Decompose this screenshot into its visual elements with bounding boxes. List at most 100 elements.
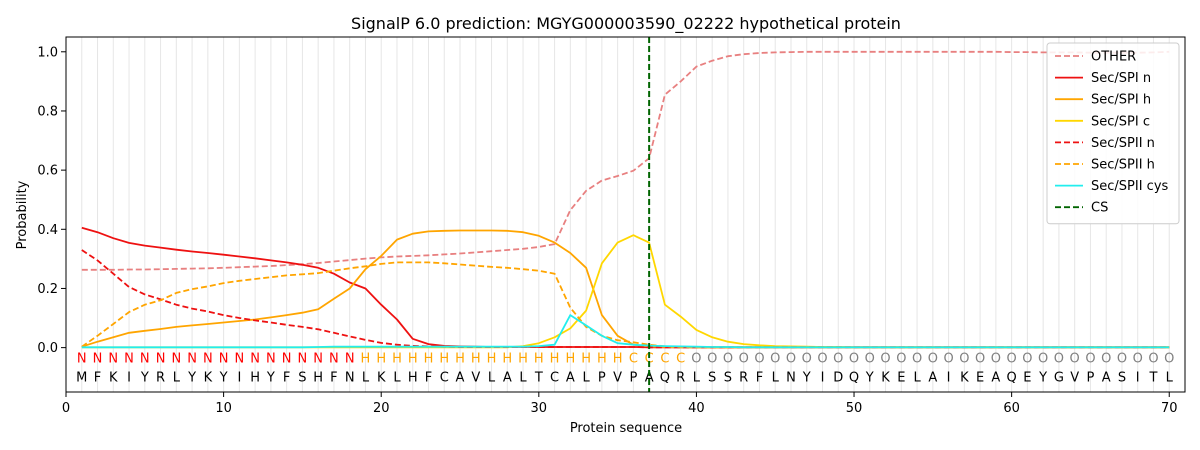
region-label: H: [565, 351, 575, 366]
region-label: N: [234, 351, 244, 366]
residue-label: I: [237, 371, 241, 386]
region-label: N: [124, 351, 134, 366]
legend: OTHER Sec/SPI n Sec/SPI h Sec/SPI c Sec/SPII…: [1046, 42, 1180, 225]
legend-box: [1046, 42, 1180, 225]
region-label: N: [219, 351, 229, 366]
series-sec-spii-n: [81, 249, 1170, 349]
region-label: N: [313, 351, 323, 366]
x-tick-label: 50: [846, 401, 863, 416]
residue-label: P: [1087, 371, 1095, 386]
residue-label: M: [76, 371, 87, 386]
region-label: O: [1022, 351, 1032, 366]
region-label: H: [392, 351, 402, 366]
residue-label: C: [550, 371, 559, 386]
residue-label: F: [330, 371, 337, 386]
residue-label: R: [676, 371, 685, 386]
residue-label: P: [629, 371, 637, 386]
region-label: H: [455, 351, 465, 366]
residue-label: I: [1136, 371, 1140, 386]
region-label: C: [660, 351, 669, 366]
y-tick-label: 0.6: [37, 164, 58, 179]
residue-label: V: [613, 371, 622, 386]
residue-label: F: [94, 371, 101, 386]
region-label: O: [880, 351, 890, 366]
residue-label: R: [739, 371, 748, 386]
region-label: O: [1085, 351, 1095, 366]
region-label: O: [975, 351, 985, 366]
residue-label: Y: [865, 371, 874, 386]
x-tick-label: 20: [373, 401, 390, 416]
region-label: O: [896, 351, 906, 366]
residue-label: A: [928, 371, 937, 386]
region-label: O: [707, 351, 717, 366]
grid: [81, 37, 1170, 392]
region-label: H: [581, 351, 591, 366]
residue-label: V: [1070, 371, 1079, 386]
sequence-track: NMNFNKNINYNRNLNYNKNYNINHNYNFNSNHNFNNHLHK…: [76, 351, 1174, 385]
residue-label: R: [156, 371, 165, 386]
region-label: O: [928, 351, 938, 366]
region-label: O: [691, 351, 701, 366]
region-label: H: [361, 351, 371, 366]
residue-label: A: [503, 371, 512, 386]
chart-title: SignalP 6.0 prediction: MGYG000003590_02…: [351, 14, 901, 34]
region-label: C: [676, 351, 685, 366]
region-label: N: [282, 351, 292, 366]
residue-label: T: [1149, 371, 1158, 386]
region-label: N: [298, 351, 308, 366]
residue-label: Y: [266, 371, 275, 386]
residue-label: Q: [849, 371, 859, 386]
residue-label: E: [897, 371, 905, 386]
region-label: O: [786, 351, 796, 366]
residue-label: L: [173, 371, 181, 386]
residue-label: S: [724, 371, 732, 386]
region-label: O: [802, 351, 812, 366]
residue-label: L: [1166, 371, 1174, 386]
region-label: N: [93, 351, 103, 366]
residue-label: H: [250, 371, 260, 386]
residue-label: T: [534, 371, 543, 386]
legend-entry: OTHER: [1091, 50, 1136, 65]
region-label: O: [739, 351, 749, 366]
region-label: O: [1070, 351, 1080, 366]
residue-label: A: [645, 371, 654, 386]
region-label: O: [833, 351, 843, 366]
residue-label: K: [377, 371, 386, 386]
y-tick-label: 0.8: [37, 104, 58, 119]
region-label: O: [1164, 351, 1174, 366]
residue-label: S: [1118, 371, 1126, 386]
residue-label: K: [109, 371, 118, 386]
legend-entry: Sec/SPI c: [1091, 114, 1150, 129]
residue-label: L: [913, 371, 921, 386]
residue-label: A: [566, 371, 575, 386]
residue-label: N: [345, 371, 355, 386]
region-label: H: [613, 351, 623, 366]
residue-label: Y: [187, 371, 196, 386]
region-label: O: [754, 351, 764, 366]
residue-label: V: [471, 371, 480, 386]
series-sec-spii-cys: [81, 314, 1170, 349]
legend-entry: CS: [1091, 201, 1108, 216]
residue-label: Q: [1007, 371, 1017, 386]
residue-label: L: [362, 371, 370, 386]
residue-label: L: [393, 371, 401, 386]
region-label: O: [723, 351, 733, 366]
x-tick-label: 40: [688, 401, 705, 416]
region-label: N: [266, 351, 276, 366]
residue-label: K: [960, 371, 969, 386]
residue-label: Q: [660, 371, 670, 386]
residue-label: C: [440, 371, 449, 386]
residue-label: H: [313, 371, 323, 386]
x-tick-label: 60: [1003, 401, 1020, 416]
residue-label: I: [947, 371, 951, 386]
residue-label: Y: [1038, 371, 1047, 386]
region-label: O: [943, 351, 953, 366]
region-label: O: [991, 351, 1001, 366]
region-label: N: [329, 351, 339, 366]
series-lines: [81, 37, 1170, 392]
region-label: N: [187, 351, 197, 366]
residue-label: N: [786, 371, 796, 386]
legend-entry: Sec/SPI h: [1091, 93, 1151, 108]
residue-label: L: [582, 371, 590, 386]
residue-label: L: [772, 371, 780, 386]
